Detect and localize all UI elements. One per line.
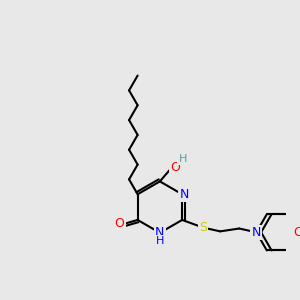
Text: H: H (156, 236, 164, 246)
Text: O: O (115, 217, 124, 230)
Text: N: N (252, 226, 261, 239)
Text: H: H (178, 154, 187, 164)
Text: N: N (155, 226, 165, 239)
Text: S: S (199, 221, 207, 234)
Text: O: O (293, 226, 300, 239)
Text: N: N (179, 188, 189, 201)
Text: O: O (170, 160, 180, 174)
Text: N: N (252, 226, 261, 239)
